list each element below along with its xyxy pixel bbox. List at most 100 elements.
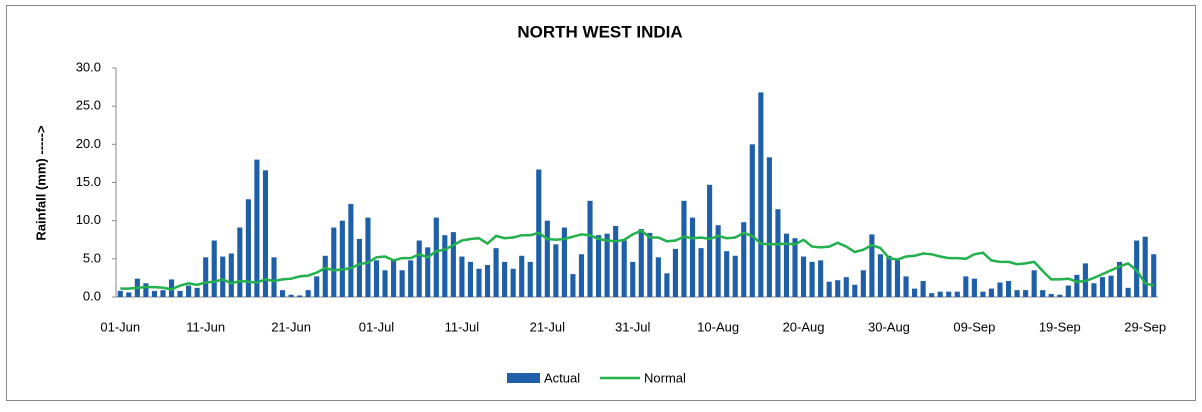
x-tick-label: 19-Sep	[1039, 319, 1081, 334]
bar	[809, 261, 815, 297]
bar	[186, 285, 192, 297]
bar	[920, 280, 926, 297]
bar	[510, 268, 516, 297]
bar	[382, 270, 388, 297]
bar	[237, 227, 243, 297]
bar	[741, 222, 747, 297]
bar	[373, 260, 380, 297]
y-tick-label: 15.0	[76, 174, 101, 189]
bar	[587, 200, 593, 297]
bar	[314, 276, 320, 297]
x-tick-label: 20-Aug	[783, 319, 825, 334]
bar	[442, 235, 448, 297]
x-tick-label: 01-Jun	[100, 319, 140, 334]
bar	[655, 257, 661, 297]
bar	[1117, 261, 1123, 297]
bar	[416, 240, 422, 297]
bar	[484, 264, 491, 297]
bar	[1091, 283, 1097, 297]
bar	[1023, 290, 1029, 297]
bar	[672, 248, 678, 297]
bar	[561, 227, 567, 297]
x-tick-label: 30-Aug	[868, 319, 910, 334]
bar	[194, 287, 200, 297]
bar	[425, 247, 431, 297]
bar	[621, 240, 627, 297]
bar	[903, 276, 909, 297]
bar	[1151, 254, 1157, 297]
bar	[877, 254, 883, 297]
chart-title: NORTH WEST INDIA	[517, 22, 682, 41]
y-tick-label: 5.0	[83, 250, 101, 265]
bar	[749, 144, 755, 297]
bar	[450, 232, 456, 297]
bar	[365, 217, 371, 297]
bar	[399, 270, 405, 297]
bar	[245, 199, 251, 297]
bar	[527, 261, 533, 297]
bar	[681, 200, 687, 297]
bar	[698, 248, 704, 297]
bar	[391, 260, 397, 297]
bar	[647, 232, 653, 297]
bar	[766, 157, 772, 297]
bar	[1142, 236, 1148, 297]
bar	[954, 291, 960, 297]
bar	[630, 261, 636, 297]
bar	[519, 255, 525, 297]
bar	[1057, 294, 1063, 297]
x-tick-label: 11-Jul	[445, 319, 480, 334]
bar	[570, 274, 576, 297]
bar	[1099, 277, 1106, 297]
bar	[869, 234, 875, 297]
bar	[1048, 293, 1054, 297]
bar	[1065, 285, 1071, 297]
y-tick-label: 25.0	[76, 98, 101, 113]
bar	[937, 291, 943, 297]
bar	[912, 288, 918, 297]
bar	[792, 238, 798, 297]
x-tick-label: 09-Sep	[953, 319, 995, 334]
x-tick-label: 21-Jun	[271, 319, 311, 334]
bar	[664, 273, 670, 297]
bar	[493, 248, 499, 297]
bar	[339, 220, 345, 297]
y-tick-label: 20.0	[76, 136, 101, 151]
bar	[177, 290, 183, 297]
bar	[356, 238, 362, 297]
legend-swatch	[507, 373, 540, 383]
y-tick-label: 10.0	[76, 212, 101, 227]
bar	[553, 244, 559, 297]
bar	[715, 225, 721, 297]
bar	[707, 184, 713, 297]
bar	[151, 290, 157, 297]
bar	[288, 294, 294, 297]
bar	[271, 257, 277, 297]
bar	[160, 290, 166, 297]
bar	[1040, 290, 1046, 297]
x-tick-label: 10-Aug	[697, 319, 739, 334]
bar	[408, 260, 414, 297]
bar	[775, 209, 781, 297]
bar	[689, 217, 696, 297]
bar	[279, 290, 286, 297]
bar	[886, 255, 892, 297]
bar	[1031, 270, 1037, 297]
bar	[1005, 280, 1012, 297]
y-axis-label: Rainfall (mm) ----->	[33, 125, 48, 241]
bar	[459, 256, 465, 297]
legend-label: Actual	[544, 370, 580, 385]
x-tick-label: 21-Jul	[530, 319, 566, 334]
bar	[604, 233, 610, 297]
bar	[818, 260, 824, 297]
bar	[433, 217, 439, 297]
x-tick-label: 31-Jul	[615, 319, 651, 334]
legend-label: Normal	[644, 370, 686, 385]
bar	[262, 170, 269, 297]
bar	[843, 277, 849, 297]
bar	[331, 227, 337, 297]
bar	[228, 253, 234, 297]
bar	[203, 257, 209, 297]
bar	[724, 251, 730, 297]
